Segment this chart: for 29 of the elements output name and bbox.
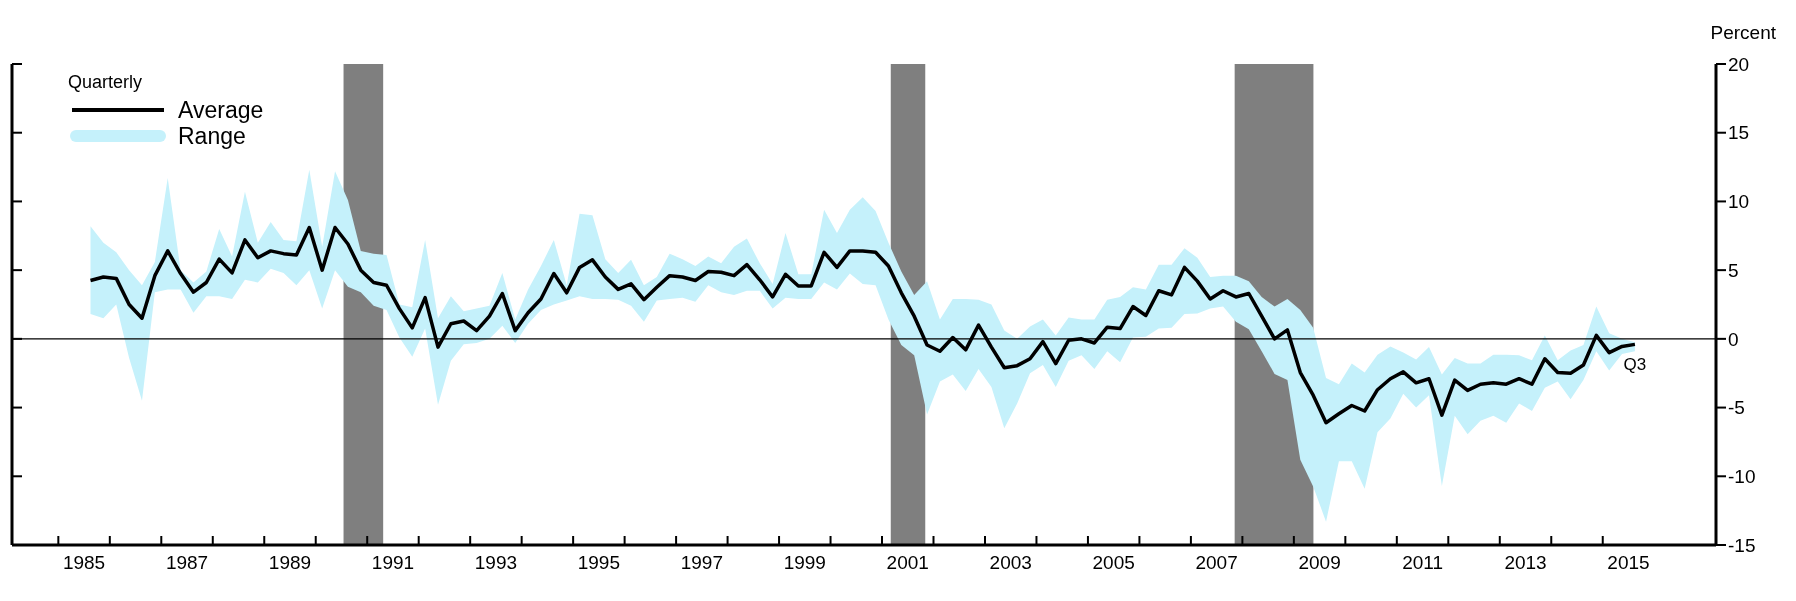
legend-label: Average bbox=[178, 96, 264, 124]
y-tick-label: -10 bbox=[1728, 466, 1756, 488]
x-tick-label: 2003 bbox=[989, 552, 1032, 573]
y-axis-title: Percent bbox=[1710, 22, 1776, 44]
x-tick-label: 1989 bbox=[268, 552, 312, 573]
annotation: Range bbox=[178, 122, 246, 150]
x-tick-label: 1987 bbox=[165, 552, 209, 573]
y-tick-label: -15 bbox=[1728, 534, 1756, 556]
x-tick-label: 2011 bbox=[1402, 552, 1443, 573]
y-tick-label: 5 bbox=[1728, 259, 1739, 281]
x-tick-label: 2005 bbox=[1092, 552, 1135, 573]
x-tick-label: 1995 bbox=[577, 552, 621, 573]
x-tick-label: 2013 bbox=[1504, 552, 1547, 573]
x-tick-label: 2001 bbox=[886, 552, 929, 573]
x-tick-label: 2007 bbox=[1195, 552, 1238, 573]
x-tick-label: 2015 bbox=[1607, 552, 1650, 573]
y-tick-label: -5 bbox=[1728, 397, 1745, 419]
x-tick-label: 1997 bbox=[680, 552, 723, 573]
x-tick-label: 2009 bbox=[1298, 552, 1341, 573]
y-tick-label: 20 bbox=[1728, 53, 1750, 75]
x-tick-label: 1993 bbox=[474, 552, 518, 573]
y-tick-label: 15 bbox=[1728, 122, 1750, 144]
y-tick-label: 0 bbox=[1728, 328, 1739, 350]
x-tick-label: 1999 bbox=[783, 552, 826, 573]
y-tick-label: 10 bbox=[1728, 191, 1750, 213]
x-tick-label: 1985 bbox=[62, 552, 106, 573]
legend-title: Quarterly bbox=[68, 72, 144, 93]
x-tick-label: 1991 bbox=[371, 552, 415, 573]
annotation: Q3 bbox=[1623, 355, 1647, 375]
